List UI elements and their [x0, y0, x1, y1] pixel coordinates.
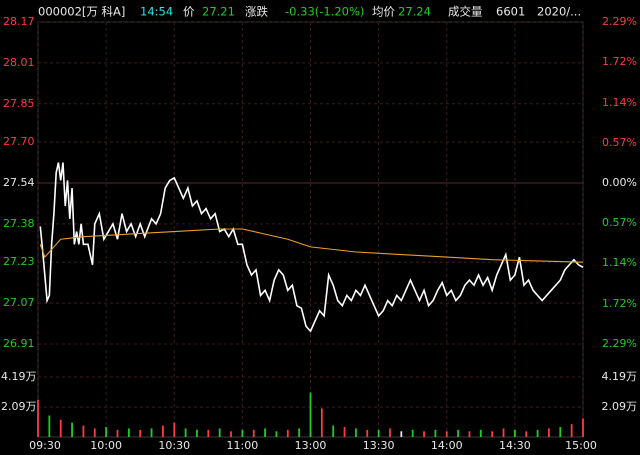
y2-tick-label: 1.72%	[602, 55, 637, 68]
x-tick-label: 14:00	[431, 439, 463, 452]
x-tick-label: 10:00	[90, 439, 122, 452]
volume-bar	[525, 431, 528, 437]
volume-bar	[332, 425, 335, 437]
volume-bar	[445, 431, 448, 437]
y2-tick-label: 0.57%	[602, 216, 637, 229]
volume-bar	[150, 428, 153, 437]
change: -0.33(-1.20%)	[285, 5, 364, 19]
volume-bar	[366, 429, 369, 437]
price-line	[39, 162, 584, 333]
y-tick-label: 27.23	[3, 255, 35, 268]
volume-bar	[82, 425, 85, 437]
volume-bar	[423, 431, 425, 437]
volume-bar	[536, 429, 539, 437]
y-tick-label: 2.09万	[1, 400, 37, 413]
y-tick-label: 27.07	[3, 296, 35, 309]
y2-tick-label: 0.00%	[602, 176, 637, 189]
volume-bar	[105, 426, 108, 437]
volume-bar	[218, 428, 221, 437]
volume-bar	[582, 418, 584, 437]
x-tick-label: 11:00	[227, 439, 259, 452]
volume-bar	[275, 431, 278, 437]
change-label: 涨跌	[245, 5, 268, 19]
x-tick-label: 10:30	[158, 439, 190, 452]
volume-bar	[343, 426, 346, 437]
volume-bar	[389, 428, 391, 437]
y2-tick-label: 1.72%	[602, 297, 637, 310]
volume-bar	[207, 429, 210, 437]
y2-tick-label: 2.29%	[602, 15, 637, 28]
volume-bar	[298, 428, 301, 437]
volume-bar	[400, 431, 403, 437]
volume-bar	[173, 422, 176, 437]
average-line	[39, 228, 584, 263]
avg: 27.24	[398, 5, 431, 19]
volume-bar	[286, 429, 289, 437]
y2-tick-label: 2.29%	[602, 337, 637, 350]
volume-label: 成交量	[448, 5, 483, 19]
volume-bar	[139, 429, 142, 437]
price-label: 价	[183, 5, 195, 19]
volume-bar	[48, 415, 51, 437]
y2-tick-label: 1.14%	[602, 96, 637, 109]
volume-bar	[548, 428, 550, 437]
volume-bar	[491, 431, 494, 437]
volume-bar	[196, 429, 198, 437]
volume-bar	[127, 428, 130, 437]
stock-code: 000002[万 科A]	[38, 5, 125, 19]
volume-bar	[377, 429, 380, 437]
y-tick-label: 27.85	[3, 97, 35, 110]
y2-tick-label: 0.57%	[602, 136, 637, 149]
y-tick-label: 28.01	[3, 56, 35, 69]
y-tick-label: 27.54	[3, 176, 35, 189]
volume-bar	[559, 426, 562, 437]
volume-bar	[457, 429, 460, 437]
y-tick-label: 28.17	[3, 15, 35, 28]
volume-bar	[241, 429, 244, 437]
volume-bar	[252, 429, 255, 437]
y-tick-label: 4.19万	[1, 370, 37, 383]
volume-bar	[355, 428, 357, 437]
volume-bar	[570, 424, 573, 437]
volume-bar	[411, 429, 414, 437]
x-tick-label: 13:30	[363, 439, 395, 452]
time: 14:54	[140, 5, 173, 19]
y-tick-label: 27.38	[3, 217, 35, 230]
volume-bar	[264, 428, 266, 437]
y2-tick-label: 4.19万	[602, 370, 638, 383]
volume-bar	[468, 431, 471, 437]
volume-bar	[161, 425, 164, 437]
volume-bar	[479, 429, 482, 437]
volume-bar	[309, 392, 312, 437]
volume-bar	[230, 431, 232, 437]
x-tick-label: 13:00	[295, 439, 327, 452]
volume-bar	[59, 419, 62, 437]
date: 2020/...	[537, 5, 581, 19]
volume-bar	[93, 428, 96, 437]
volume-bar	[71, 422, 73, 437]
volume-bar	[513, 429, 516, 437]
price: 27.21	[202, 5, 235, 19]
volume-bar	[37, 399, 39, 437]
x-tick-label: 09:30	[29, 439, 61, 452]
y-tick-label: 26.91	[3, 337, 35, 350]
avg-label: 均价	[372, 5, 395, 19]
y2-tick-label: 1.14%	[602, 256, 637, 269]
x-tick-label: 14:30	[499, 439, 531, 452]
volume-bar	[502, 428, 505, 437]
volume: 6601	[496, 5, 525, 19]
volume-bar	[116, 429, 119, 437]
volume-bar	[320, 408, 323, 437]
volume-bar	[434, 429, 437, 437]
volume-bar	[184, 428, 187, 437]
x-tick-label: 15:00	[565, 439, 597, 452]
y-tick-label: 27.70	[3, 135, 35, 148]
y2-tick-label: 2.09万	[602, 400, 638, 413]
